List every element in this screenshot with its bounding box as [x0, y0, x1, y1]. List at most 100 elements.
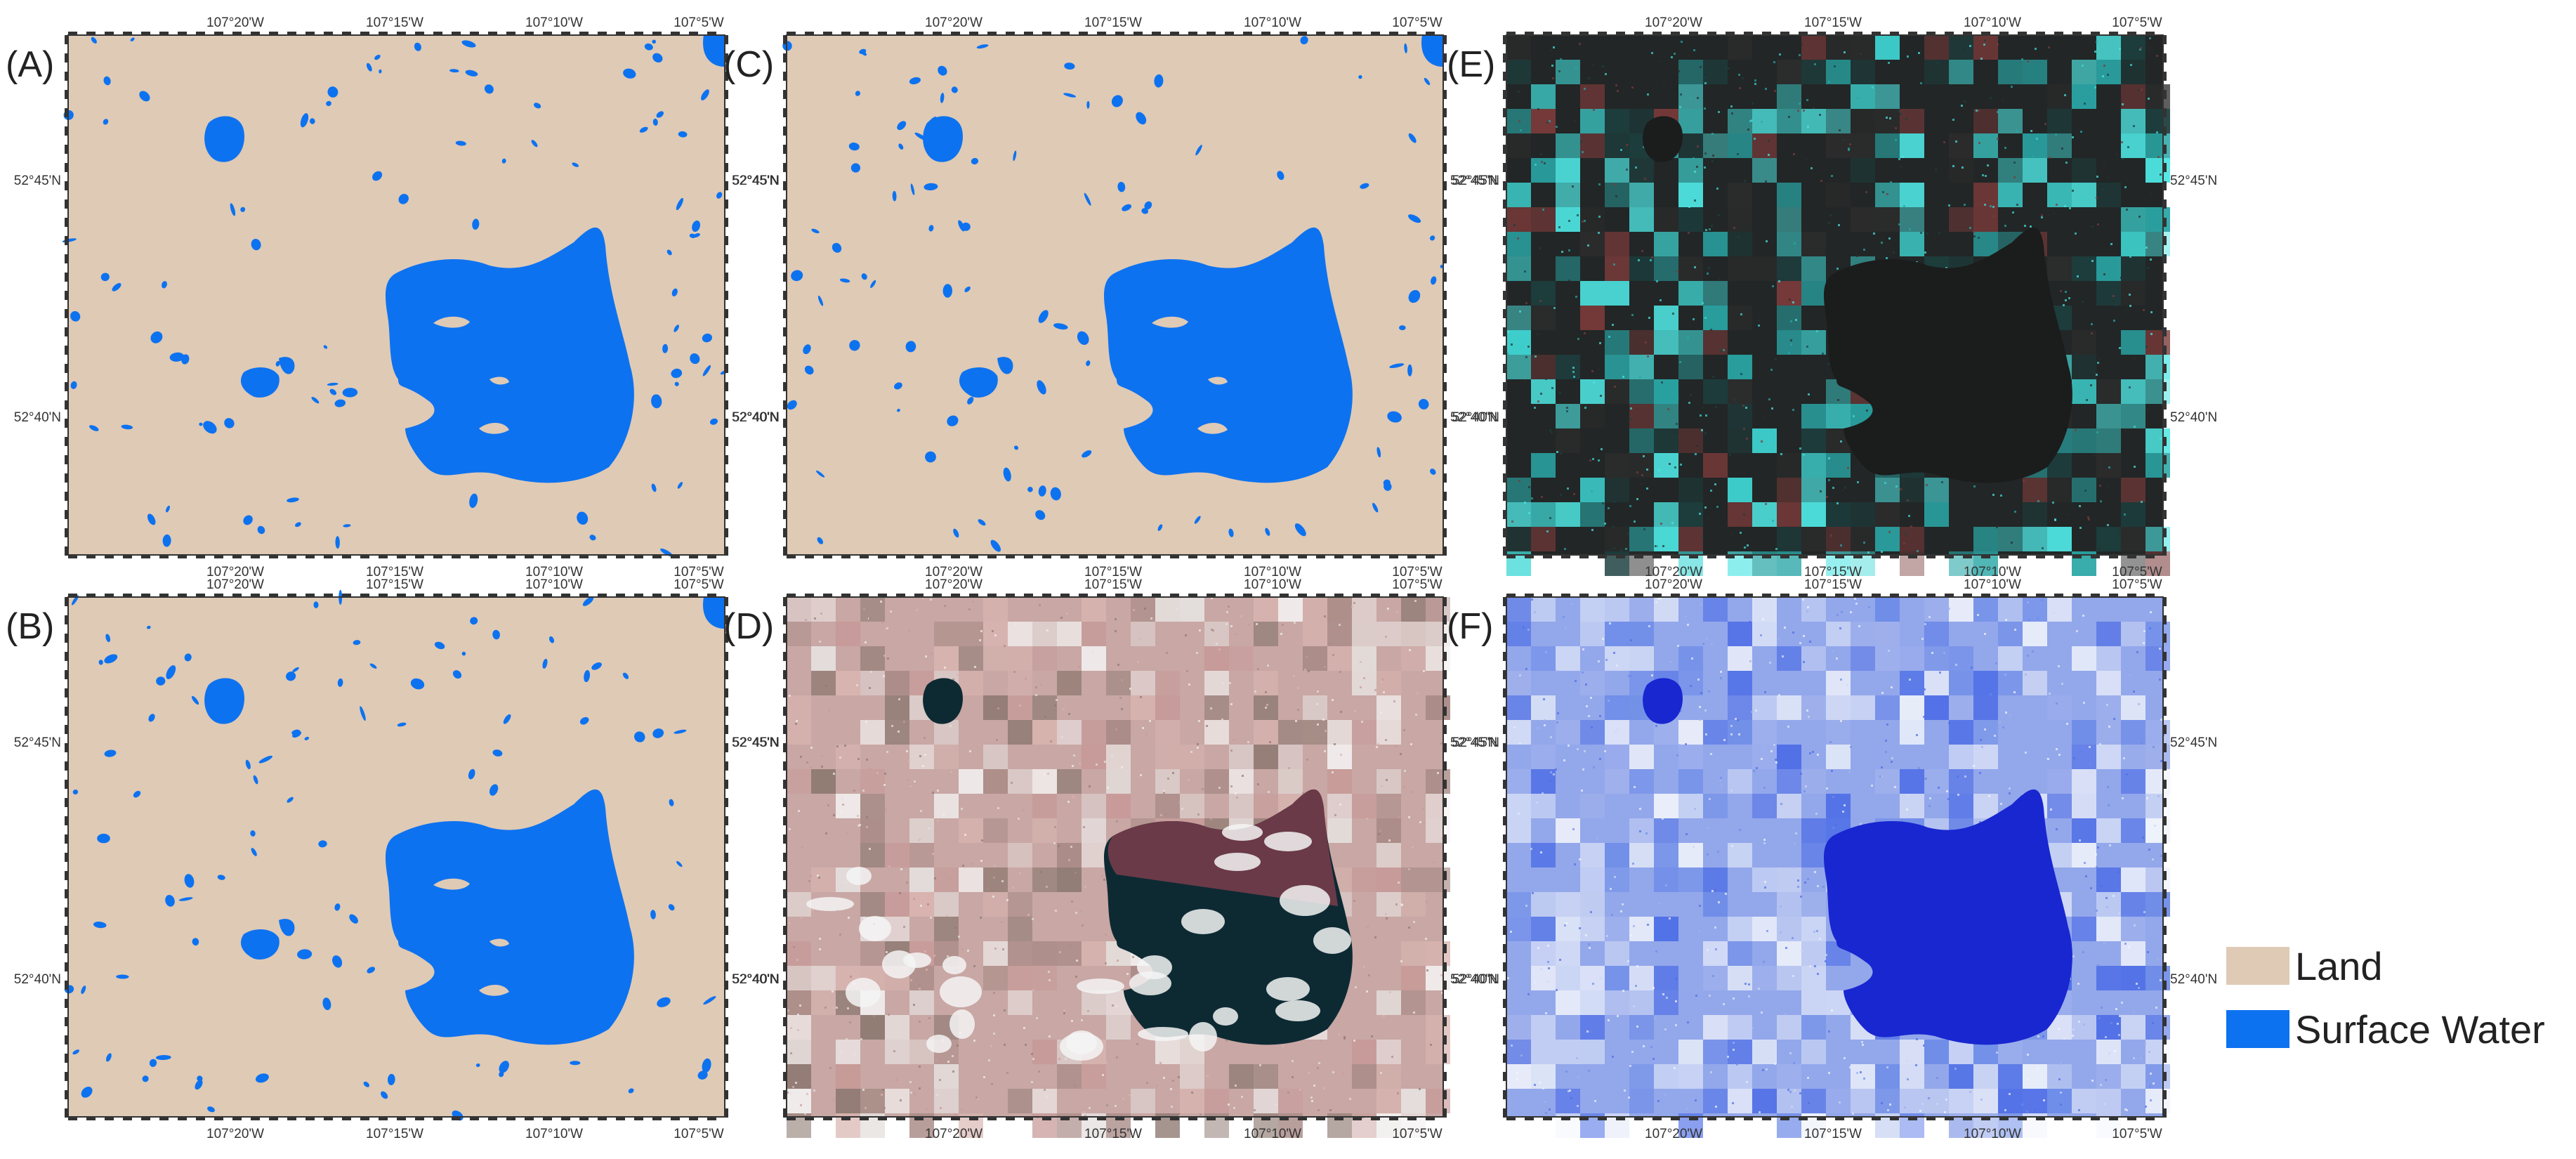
graticule-bar — [783, 437, 787, 446]
speckle — [1657, 1100, 1660, 1102]
graticule-bar — [1389, 555, 1398, 558]
speckle — [2154, 825, 2156, 827]
speckle — [2150, 333, 2153, 335]
speckle — [1969, 45, 1971, 47]
speckle — [787, 1092, 789, 1094]
graticule-bar — [105, 32, 114, 35]
graticule-bar — [1872, 1117, 1881, 1120]
pond — [860, 50, 867, 56]
field-patch — [1654, 917, 1678, 941]
field-patch — [2047, 133, 2072, 158]
field-patch — [1851, 1064, 1875, 1089]
speckle — [2000, 495, 2002, 497]
speckle — [1936, 1077, 1938, 1079]
speckle — [1825, 954, 1827, 956]
graticule-bar — [2072, 555, 2082, 558]
graticule-bar — [783, 816, 787, 825]
speckle — [857, 825, 860, 827]
graticule-bar — [896, 594, 905, 597]
speckle — [1403, 786, 1405, 788]
field-patch — [1605, 281, 1629, 306]
lat-tick-label: 52°45'N — [1452, 173, 1499, 188]
pond — [149, 1059, 157, 1067]
field-patch — [1057, 843, 1082, 867]
graticule-bar — [1926, 1117, 1936, 1120]
speckle — [1655, 1017, 1657, 1019]
graticule-bar — [1999, 594, 2009, 597]
speckle — [1408, 868, 1410, 870]
speckle — [1552, 77, 1554, 79]
speckle — [1780, 453, 1782, 455]
graticule-bar — [1170, 555, 1179, 558]
speckle — [1799, 54, 1801, 56]
speckle — [971, 863, 973, 865]
map-panel-f: 107°20'W 107°20'W 107°15'W 107°15'W 107°10'W… — [1452, 577, 2217, 1141]
field-patch — [1973, 597, 1998, 622]
speckle — [1720, 671, 1722, 673]
graticule-bar — [86, 594, 96, 597]
graticule-bar — [725, 327, 728, 336]
speckle — [1900, 166, 1902, 168]
graticule-bar — [65, 670, 68, 679]
speckle — [1299, 1089, 1301, 1091]
field-patch — [885, 1089, 909, 1113]
graticule-bar — [65, 400, 68, 410]
graticule-bar — [1652, 594, 1662, 597]
speckle — [1868, 606, 1870, 608]
pond — [1430, 469, 1436, 476]
speckle — [1589, 1030, 1591, 1033]
speckle — [2053, 498, 2056, 500]
field-patch — [2096, 379, 2121, 404]
field-patch — [1654, 843, 1678, 867]
graticule-bar — [1689, 32, 1698, 35]
panel-label-b: (B) — [6, 606, 55, 647]
speckle — [1547, 981, 1549, 983]
field-patch — [811, 671, 836, 695]
graticule-bar — [415, 32, 424, 35]
speckle — [2043, 1099, 2045, 1101]
speckle — [1604, 523, 1606, 525]
speckle — [796, 720, 798, 722]
graticule-bar — [1561, 555, 1570, 558]
speckle — [1172, 1080, 1174, 1082]
speckle — [2129, 305, 2131, 307]
pond — [258, 755, 273, 764]
speckle — [1832, 796, 1834, 798]
speckle — [2053, 212, 2055, 214]
field-patch — [1506, 695, 1531, 720]
speckle — [1636, 965, 1638, 967]
speckle — [1218, 787, 1221, 789]
graticule-bar — [725, 163, 728, 172]
speckle — [2084, 490, 2087, 492]
speckle — [2126, 209, 2128, 211]
graticule-bar — [725, 1035, 728, 1045]
graticule-bar — [65, 510, 68, 519]
speckle — [914, 1093, 916, 1095]
speckle — [836, 623, 838, 625]
graticule-bar — [65, 597, 68, 606]
lat-tick-label: 52°45'N — [1450, 173, 1497, 188]
field-patch — [909, 990, 934, 1015]
graticule-bar — [397, 32, 406, 35]
speckle — [817, 875, 819, 877]
speckle — [2141, 742, 2143, 744]
graticule-bar — [214, 555, 223, 558]
speckle — [1395, 903, 1398, 905]
speckle — [1236, 797, 1238, 799]
graticule-bar — [2163, 437, 2167, 446]
graticule-bar — [141, 594, 150, 597]
speckle — [924, 737, 926, 739]
speckle — [1992, 494, 1995, 496]
speckle — [1559, 392, 1561, 394]
map-content — [1506, 35, 2170, 576]
speckle — [1790, 339, 1792, 341]
graticule-bar — [783, 743, 787, 752]
lon-tick-label: 107°5'W — [673, 15, 723, 30]
speckle — [1593, 766, 1595, 768]
speckle — [2089, 351, 2091, 353]
speckle — [1661, 381, 1663, 384]
graticule-bar — [1503, 707, 1506, 716]
speckle — [1980, 58, 1983, 60]
speckle — [1992, 206, 1995, 208]
speckle — [1935, 169, 1937, 171]
